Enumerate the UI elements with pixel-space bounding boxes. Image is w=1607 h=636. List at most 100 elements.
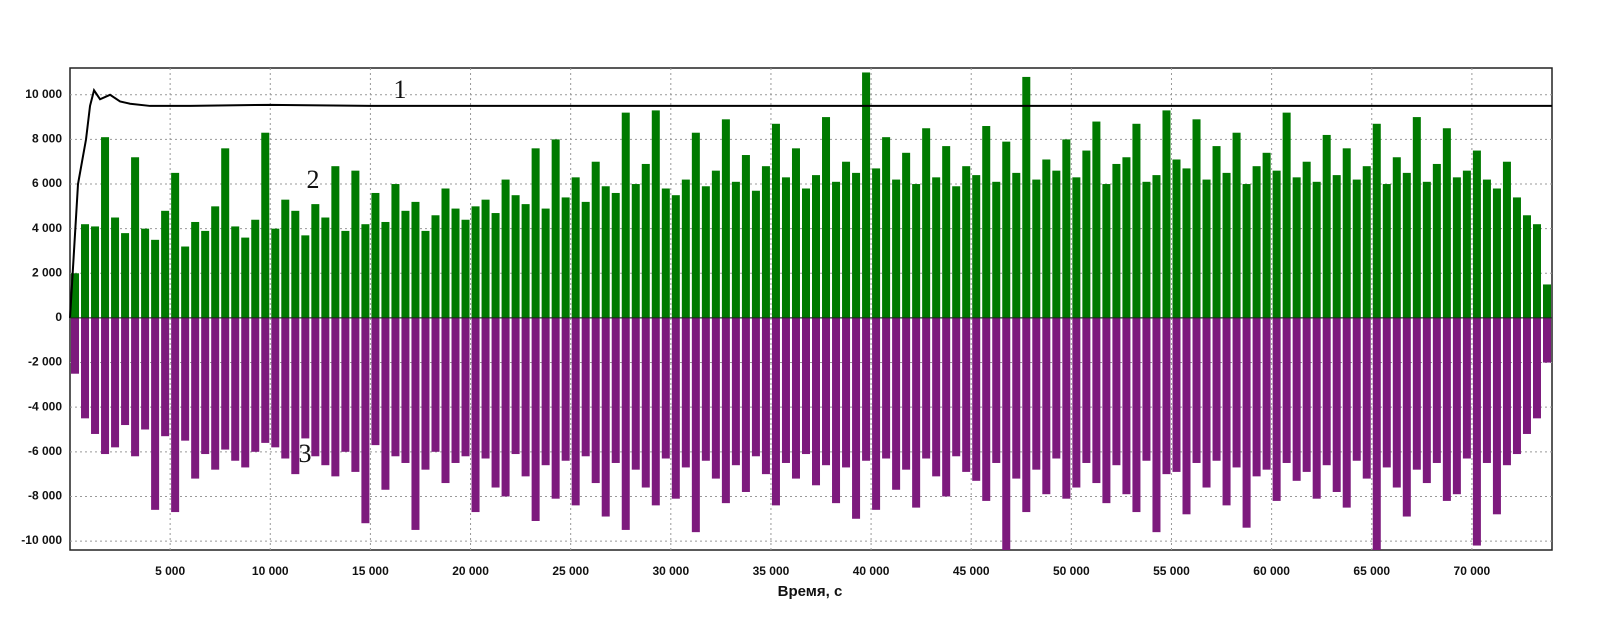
bar <box>131 317 140 457</box>
bar <box>391 317 400 457</box>
bar <box>101 317 110 455</box>
y-tick-label: -4 000 <box>28 399 62 413</box>
bar <box>501 179 510 318</box>
bar <box>561 317 570 461</box>
bar <box>101 137 110 318</box>
bar <box>1402 172 1411 318</box>
bar <box>151 317 160 510</box>
bar <box>491 213 500 318</box>
bar <box>992 181 1001 318</box>
bar <box>381 221 390 318</box>
bar <box>121 233 130 318</box>
bar <box>1532 224 1541 318</box>
bar <box>141 228 150 318</box>
bar <box>661 317 670 459</box>
bar <box>1432 317 1441 463</box>
x-tick-label: 15 000 <box>352 564 389 578</box>
bar <box>1342 148 1351 318</box>
bar <box>862 317 871 461</box>
bar <box>691 317 700 533</box>
bar <box>781 177 790 318</box>
bar <box>531 148 540 318</box>
bar <box>1462 317 1471 459</box>
bar <box>341 230 350 318</box>
bar <box>1372 123 1381 318</box>
bar <box>241 317 250 468</box>
bar <box>151 239 160 318</box>
bar <box>1152 175 1161 318</box>
bar <box>741 317 750 492</box>
bar <box>161 210 170 318</box>
bar <box>1392 157 1401 318</box>
bar <box>872 168 881 318</box>
x-tick-label: 70 000 <box>1454 564 1491 578</box>
bar <box>501 317 510 497</box>
bar <box>1142 317 1151 461</box>
bar <box>1322 134 1331 318</box>
bar <box>621 317 630 530</box>
x-tick-label: 10 000 <box>252 564 289 578</box>
bar <box>1252 317 1261 477</box>
bar <box>171 172 180 318</box>
bar <box>972 317 981 481</box>
bar <box>191 221 200 318</box>
bar <box>711 170 720 318</box>
bar <box>491 317 500 488</box>
bar <box>1402 317 1411 517</box>
bar <box>1492 317 1501 515</box>
bar <box>91 317 100 434</box>
bar <box>1292 317 1301 481</box>
bar <box>822 317 831 466</box>
bar <box>571 177 580 318</box>
y-tick-label: 6 000 <box>32 176 62 190</box>
bar <box>751 317 760 457</box>
bar <box>131 157 140 318</box>
bar <box>1322 317 1331 466</box>
bar <box>321 317 330 466</box>
y-tick-label: 10 000 <box>25 87 62 101</box>
bar <box>882 317 891 459</box>
bar <box>351 317 360 472</box>
annotation: 3 <box>299 439 312 468</box>
bar <box>842 161 851 318</box>
bar <box>1412 317 1421 470</box>
bar <box>161 317 170 437</box>
x-axis-title: Время, с <box>778 583 843 600</box>
x-tick-label: 65 000 <box>1353 564 1390 578</box>
bar <box>771 317 780 506</box>
bar <box>551 139 560 318</box>
bar <box>1512 317 1521 455</box>
bar <box>1542 317 1551 363</box>
bar <box>511 195 520 318</box>
bar <box>71 273 80 318</box>
bar <box>1312 181 1321 318</box>
bar <box>812 175 821 318</box>
bar <box>441 317 450 484</box>
bar <box>1082 150 1091 318</box>
bar <box>241 237 250 318</box>
bar <box>922 128 931 318</box>
bar <box>651 110 660 318</box>
bar <box>1312 317 1321 499</box>
bar <box>1332 317 1341 492</box>
bar <box>1342 317 1351 508</box>
bar <box>1022 317 1031 513</box>
bar <box>852 317 861 519</box>
bar <box>651 317 660 506</box>
bar <box>481 199 490 318</box>
bar <box>1182 317 1191 515</box>
bar <box>661 188 670 318</box>
bar <box>1012 317 1021 479</box>
bar <box>1132 317 1141 513</box>
bar <box>251 317 260 452</box>
bar <box>882 137 891 318</box>
bar <box>982 317 991 501</box>
bar <box>1442 128 1451 318</box>
bar <box>711 317 720 479</box>
bar <box>902 152 911 318</box>
bar <box>1022 76 1031 318</box>
bar <box>1302 317 1311 472</box>
bar <box>681 317 690 468</box>
bar <box>601 186 610 318</box>
bar <box>812 317 821 486</box>
